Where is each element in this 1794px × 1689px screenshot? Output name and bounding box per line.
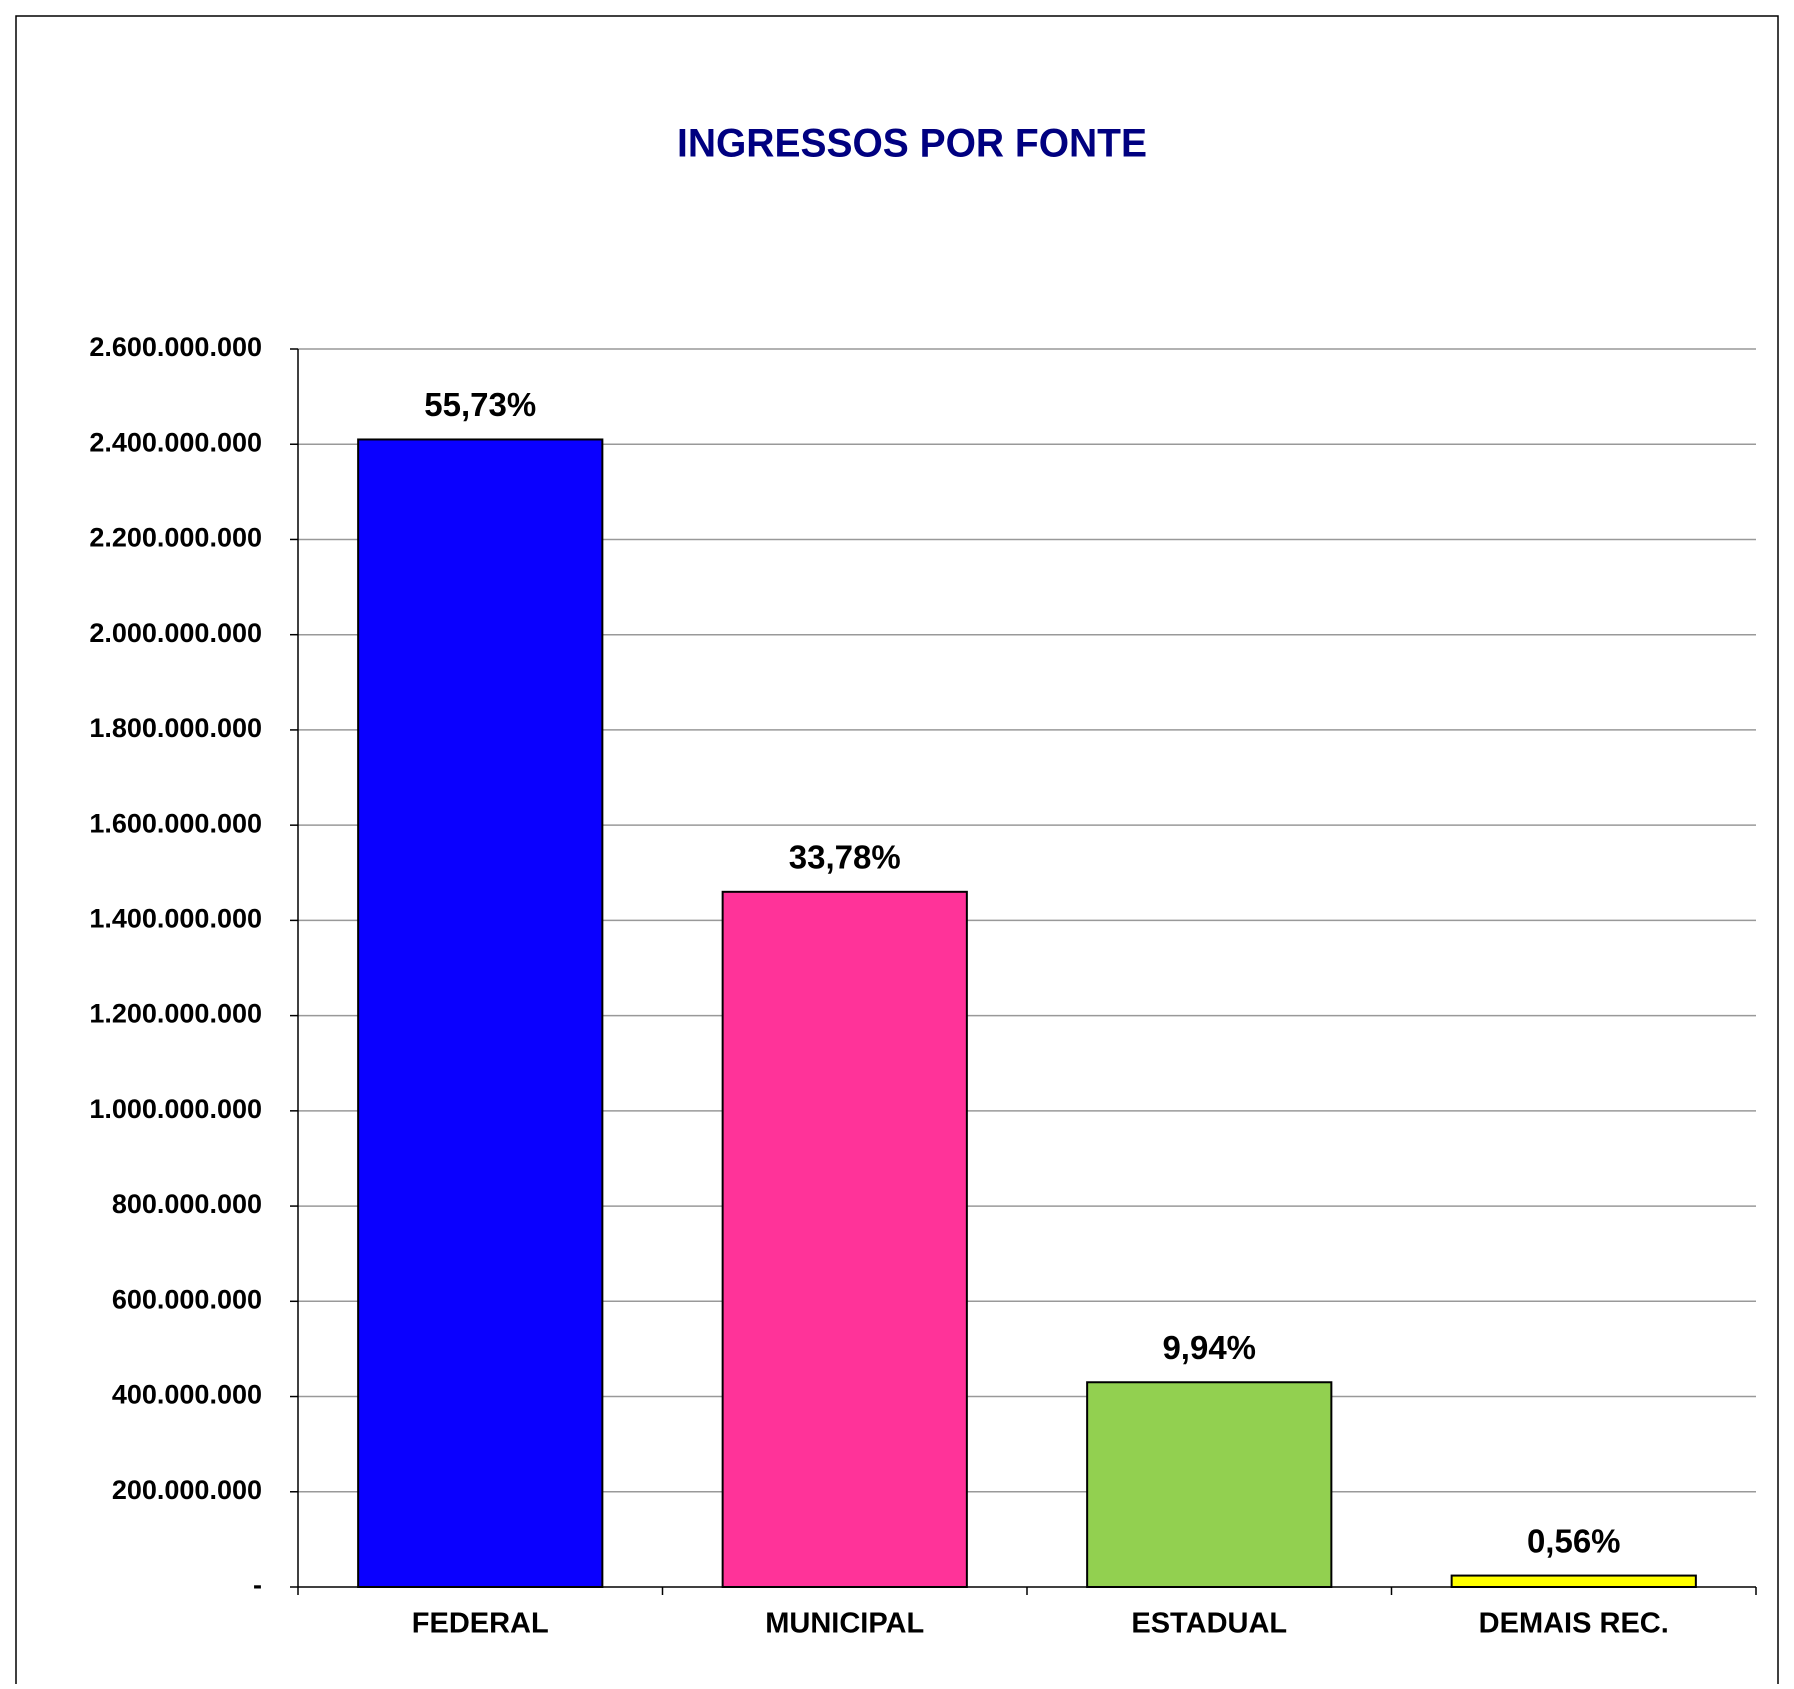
bar-label: 9,94%	[1162, 1329, 1256, 1366]
y-tick-label: 1.400.000.000	[89, 904, 262, 934]
y-tick-label: 1.600.000.000	[89, 808, 262, 838]
y-tick-label: 2.200.000.000	[89, 523, 262, 553]
x-tick-label: FEDERAL	[412, 1608, 549, 1640]
y-tick-label: 200.000.000	[112, 1475, 262, 1505]
y-tick-label: 2.000.000.000	[89, 618, 262, 648]
y-tick-label: 400.000.000	[112, 1380, 262, 1410]
y-tick-label: 2.400.000.000	[89, 427, 262, 457]
bar-label: 33,78%	[789, 839, 901, 876]
y-tick-label: 800.000.000	[112, 1189, 262, 1219]
bar	[1450, 1574, 1697, 1588]
y-tick-label: 1.000.000.000	[89, 1094, 262, 1124]
x-tick-label: ESTADUAL	[1131, 1608, 1287, 1640]
bar-label: 55,73%	[424, 386, 536, 423]
bar-label: 0,56%	[1527, 1522, 1621, 1559]
y-tick-label: 1.200.000.000	[89, 999, 262, 1029]
x-tick-label: DEMAIS REC.	[1479, 1608, 1669, 1640]
y-tick-label: -	[253, 1570, 262, 1600]
bar	[357, 438, 604, 1588]
x-tick-label: MUNICIPAL	[765, 1608, 924, 1640]
y-tick-label: 2.600.000.000	[89, 332, 262, 362]
chart-title: INGRESSOS POR FONTE	[677, 122, 1147, 166]
bar	[721, 890, 968, 1588]
bar	[1086, 1381, 1333, 1589]
y-tick-label: 1.800.000.000	[89, 713, 262, 743]
y-tick-label: 600.000.000	[112, 1284, 262, 1314]
